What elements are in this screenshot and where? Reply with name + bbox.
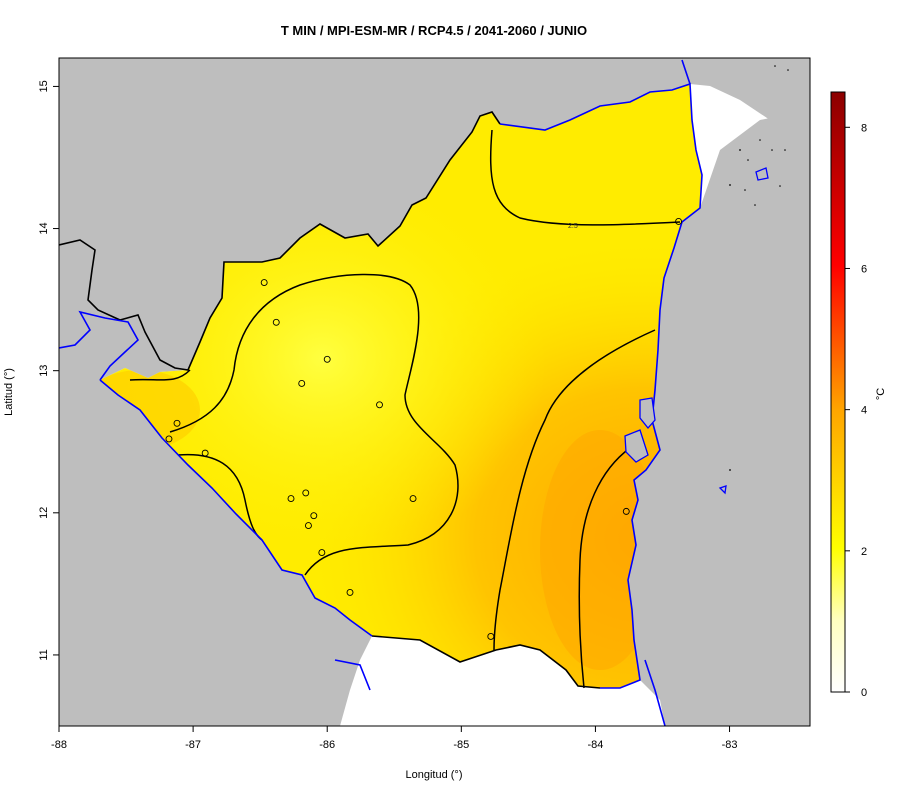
- station-marker: [622, 507, 630, 515]
- y-tick-label: 14: [38, 222, 50, 234]
- station-marker: [201, 449, 209, 457]
- contour-lines: [129, 129, 681, 689]
- station-marker: [346, 588, 354, 596]
- contour-label: 2.5: [568, 223, 578, 230]
- lagoons: [624, 167, 769, 495]
- basemap: 2.5: [59, 58, 810, 726]
- station-marker: [272, 318, 280, 326]
- station-marker: [165, 435, 173, 443]
- colorbar-tick-label: 8: [861, 122, 867, 134]
- map-title: T MIN / MPI-ESM-MR / RCP4.5 / 2041-2060 …: [281, 23, 587, 38]
- station-marker: [376, 401, 383, 409]
- station-marker: [487, 633, 495, 640]
- x-tick-label: -86: [319, 739, 335, 751]
- x-tick-label: -84: [587, 739, 603, 751]
- y-axis: 15 14 13 12 11: [38, 80, 59, 661]
- colorbar-tick-label: 0: [861, 687, 867, 699]
- land-caribbean-side: [628, 110, 810, 726]
- colorbar-tick-label: 2: [861, 546, 867, 558]
- station-marker: [409, 495, 417, 503]
- station-marker: [287, 495, 295, 503]
- colorbar-unit-label: °C: [875, 388, 887, 400]
- station-marker: [318, 549, 326, 557]
- y-tick-label: 15: [38, 80, 50, 92]
- coastlines: [59, 59, 703, 726]
- colorbar: 0 2 4 6 8 °C: [830, 91, 887, 699]
- y-tick-label: 11: [38, 649, 50, 660]
- land-pacific-side: [59, 380, 372, 726]
- station-marker: [302, 489, 310, 497]
- y-tick-label: 12: [38, 507, 50, 519]
- station-marker: [323, 355, 331, 363]
- plot-frame: [58, 57, 811, 727]
- national-borders: [59, 111, 601, 689]
- station-marker: [304, 522, 312, 530]
- station-marker: [173, 419, 181, 427]
- x-tick-label: -85: [453, 739, 469, 751]
- station-markers: [165, 217, 683, 640]
- colorbar-tick-label: 4: [861, 405, 867, 417]
- x-tick-label: -83: [722, 739, 738, 751]
- colorbar-tick-label: 6: [861, 263, 867, 275]
- station-marker: [260, 279, 268, 287]
- y-tick-label: 13: [38, 365, 50, 377]
- station-marker: [310, 512, 318, 520]
- land-honduras: [59, 58, 810, 380]
- station-marker: [675, 217, 683, 225]
- colorbar-gradient: [830, 91, 846, 693]
- x-axis: -88 -87 -86 -85 -84 -83: [51, 726, 737, 751]
- colorbar-ticks: 0 2 4 6 8: [845, 122, 867, 699]
- x-axis-title: Longitud (°): [406, 769, 463, 781]
- x-tick-label: -87: [185, 739, 201, 751]
- cays: [729, 65, 789, 471]
- station-marker: [298, 380, 306, 387]
- y-axis-title: Latitud (°): [3, 368, 15, 416]
- x-tick-label: -88: [51, 739, 67, 751]
